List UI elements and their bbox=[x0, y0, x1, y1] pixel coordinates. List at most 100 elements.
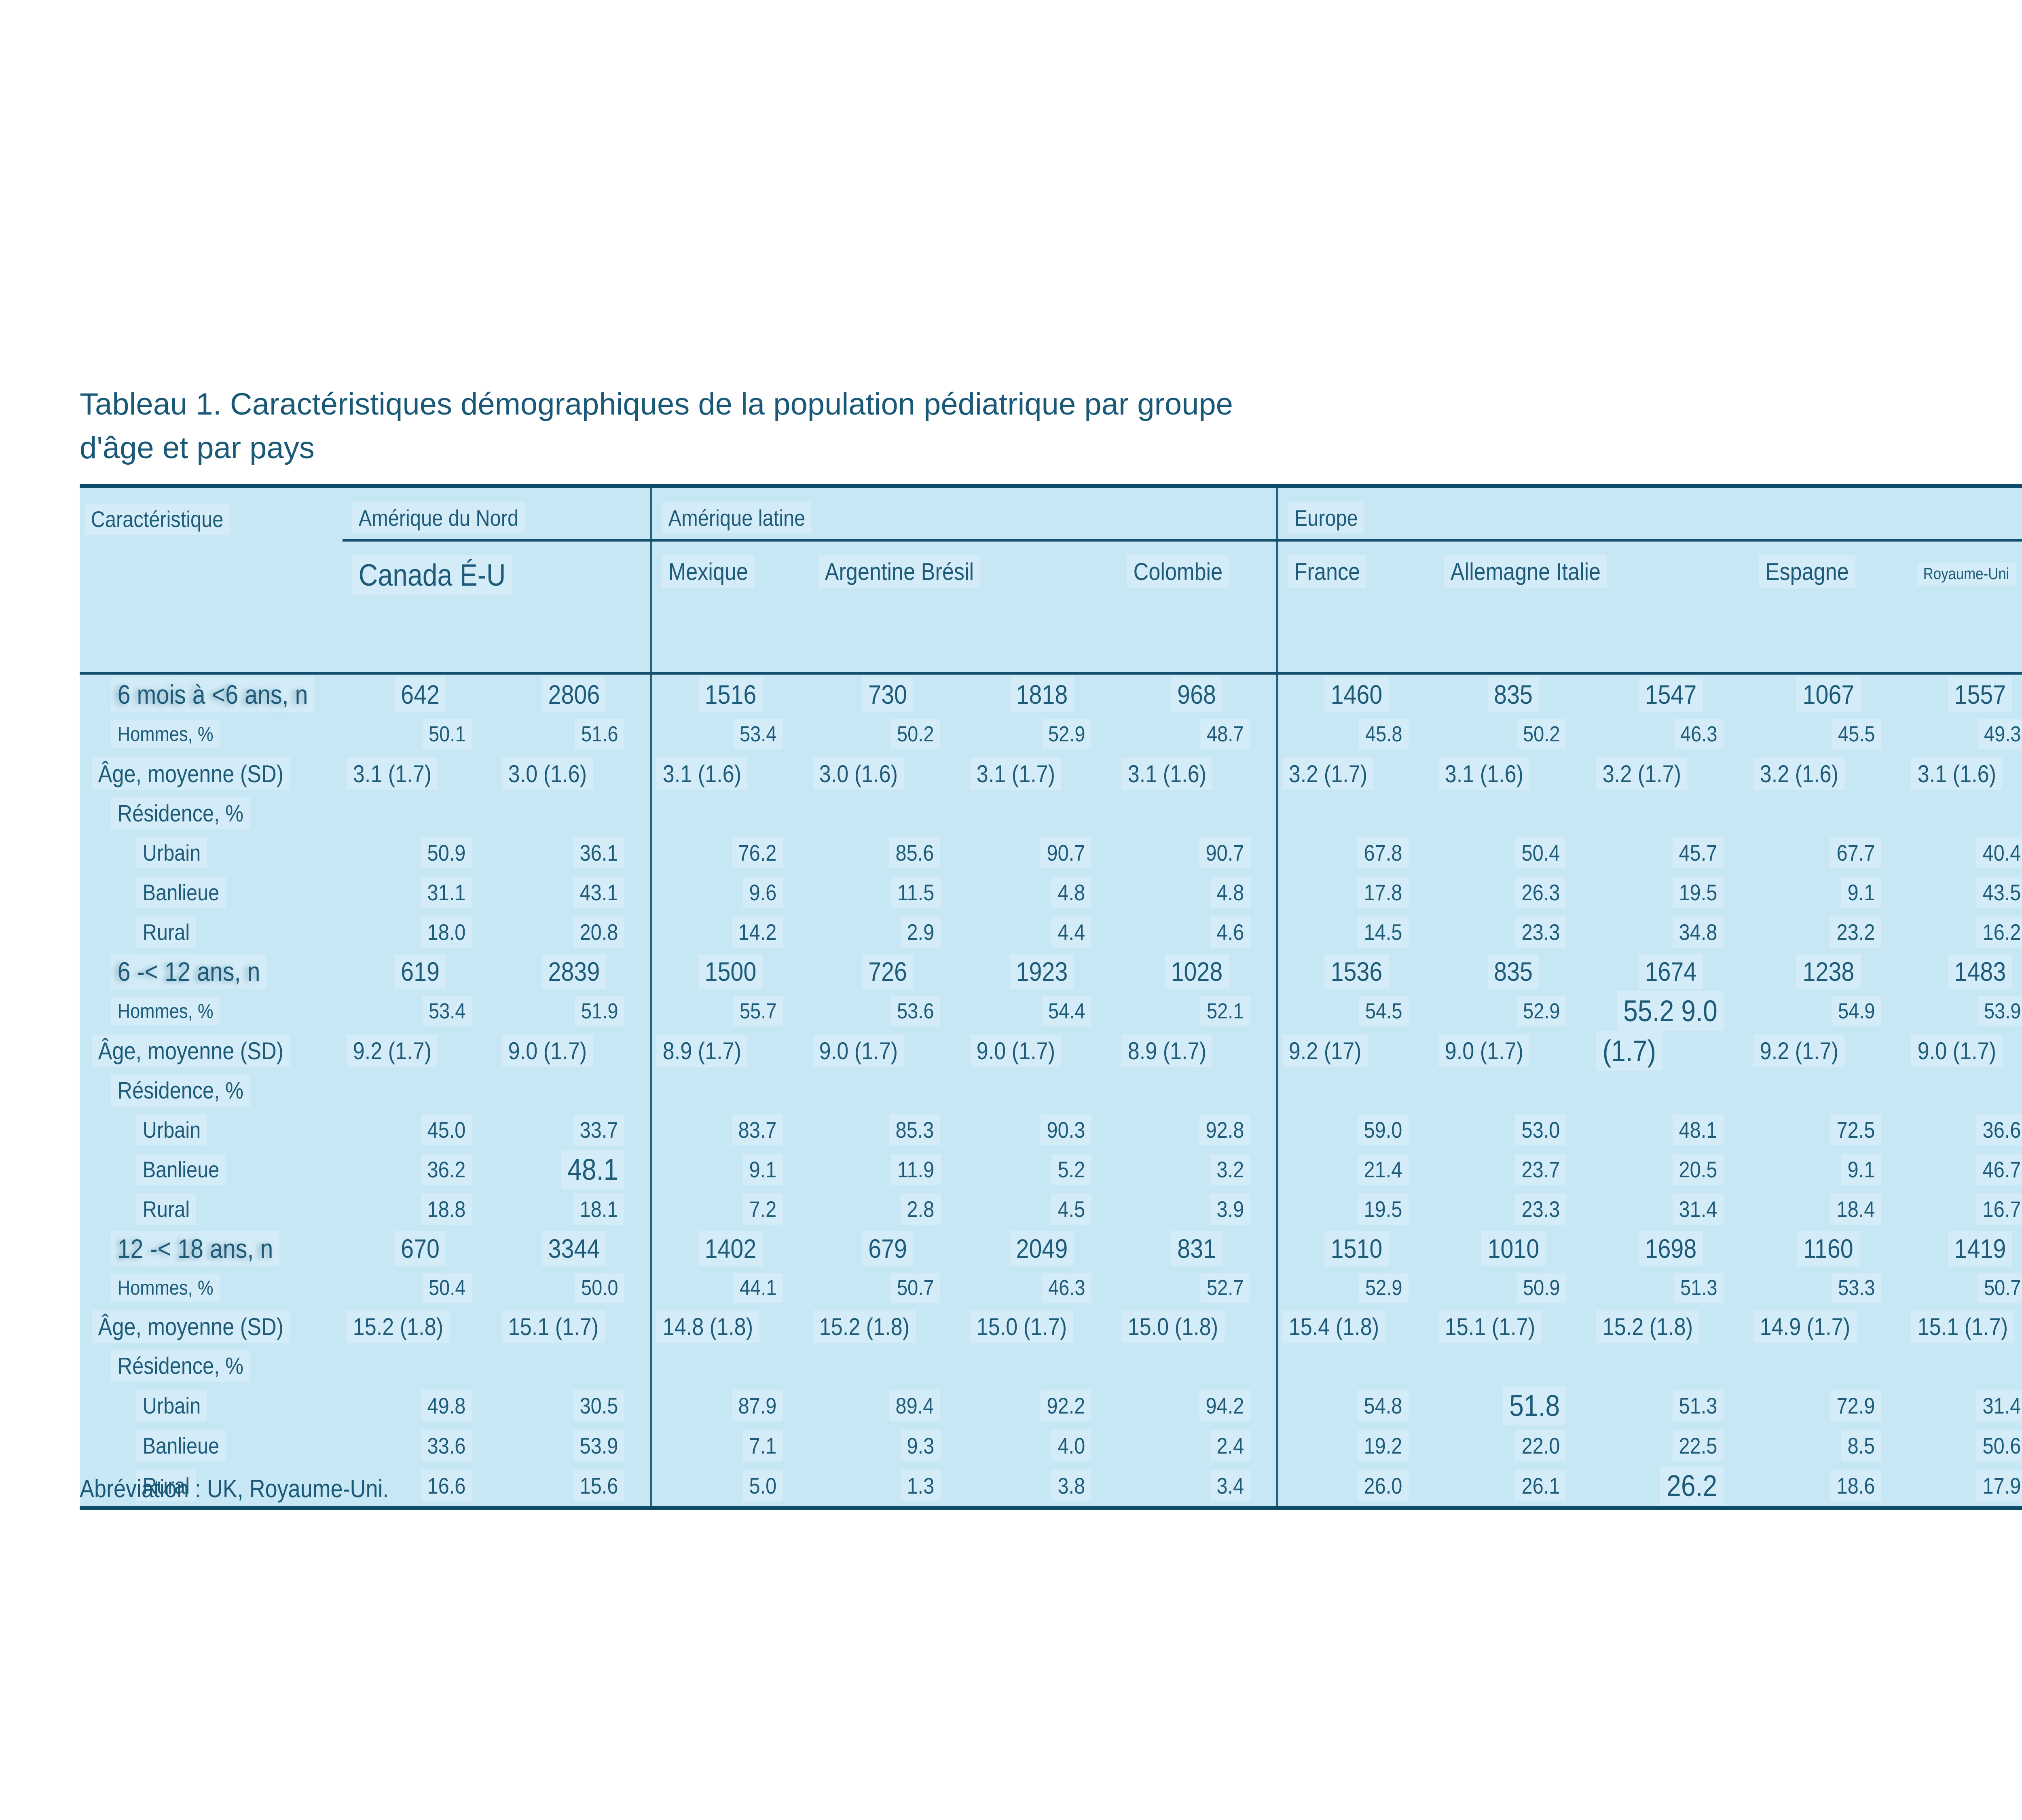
table-cell: 48.1 bbox=[498, 1149, 651, 1189]
cell-value: 26.0 bbox=[1358, 1470, 1409, 1501]
table-cell: 72.9 bbox=[1749, 1386, 1907, 1426]
table-cell: 54.4 bbox=[966, 991, 1117, 1031]
table-cell bbox=[1907, 1071, 2022, 1110]
cell-value: 50.7 bbox=[1978, 1272, 2022, 1303]
table-cell bbox=[1907, 1346, 2022, 1386]
table-cell: 52.9 bbox=[1276, 1268, 1435, 1307]
table-cell: 18.4 bbox=[1749, 1189, 1907, 1229]
table-cell: 3.0 (1.6) bbox=[498, 754, 651, 794]
table-cell: 45.5 bbox=[1749, 714, 1907, 754]
table-title: Tableau 1. Caractéristiques démographiqu… bbox=[80, 387, 1233, 465]
row-label: Hommes, % bbox=[80, 714, 343, 754]
table-cell: 31.4 bbox=[1592, 1189, 1749, 1229]
cell-value: 53.4 bbox=[733, 719, 783, 749]
table-cell: 4.8 bbox=[1117, 872, 1277, 912]
cell-value: 45.7 bbox=[1673, 837, 1724, 868]
row-label: Âge, moyenne (SD) bbox=[80, 754, 343, 794]
table-cell: 9.0 (1.7) bbox=[498, 1031, 651, 1071]
cell-value: 16.6 bbox=[421, 1470, 472, 1501]
cell-value: 9.2 (17) bbox=[1282, 1035, 1368, 1067]
table-cell: 16.7 bbox=[1907, 1189, 2022, 1229]
table-cell: 36.2 bbox=[343, 1149, 498, 1189]
table-cell: 8.9 (1.7) bbox=[650, 1031, 809, 1071]
table-cell: 83.7 bbox=[650, 1110, 809, 1149]
table-cell: 33.7 bbox=[498, 1110, 651, 1149]
country-header: Argentine Brésil bbox=[808, 540, 1118, 675]
table-cell: 14.5 bbox=[1276, 912, 1435, 952]
cell-value: 642 bbox=[394, 676, 446, 712]
table-cell bbox=[1276, 794, 1435, 833]
table-cell: 9.0 (1.7) bbox=[966, 1031, 1117, 1071]
cell-value: 36.1 bbox=[573, 837, 625, 868]
table-row: Hommes, % 50.1 51.6 53.4 50.2 52.9 48.7 45.8 50.… bbox=[80, 714, 2022, 754]
row-label: Hommes, % bbox=[80, 1268, 343, 1307]
group-header: Europe bbox=[1276, 486, 2022, 542]
table-cell: 9.0 (1.7) bbox=[1434, 1031, 1592, 1071]
cell-value: 730 bbox=[862, 676, 914, 712]
country-header: France bbox=[1276, 540, 1435, 675]
table-cell: 19.5 bbox=[1276, 1189, 1435, 1229]
table-cell: 19.5 bbox=[1592, 872, 1749, 912]
cell-value: 23.2 bbox=[1830, 916, 1881, 948]
table-cell bbox=[343, 1346, 498, 1386]
cell-value: 2.4 bbox=[1210, 1430, 1250, 1461]
cell-value: 9.1 bbox=[742, 1154, 783, 1185]
cell-value: 46.3 bbox=[1042, 1272, 1092, 1303]
cell-value: 19.5 bbox=[1358, 1194, 1409, 1225]
cell-value: 1536 bbox=[1324, 953, 1389, 989]
row-label: 12 -< 18 ans, n bbox=[80, 1229, 343, 1268]
table-row: Résidence, % bbox=[80, 794, 2022, 833]
table-cell: 50.7 bbox=[809, 1268, 966, 1307]
table-cell: 50.9 bbox=[1434, 1268, 1592, 1307]
table-cell: 9.3 bbox=[809, 1426, 966, 1466]
cell-value: 31.4 bbox=[1976, 1390, 2022, 1421]
cell-value: 1402 bbox=[698, 1230, 763, 1266]
cell-value: 76.2 bbox=[732, 837, 783, 868]
table-cell: 15.1 (1.7) bbox=[1907, 1307, 2022, 1346]
table-cell: 9.0 (1.7) bbox=[809, 1031, 966, 1071]
table-cell: 26.3 bbox=[1434, 872, 1592, 912]
table-cell: 67.8 bbox=[1276, 833, 1435, 872]
table-cell: 49.8 bbox=[343, 1386, 498, 1426]
table-cell: 15.1 (1.7) bbox=[1434, 1307, 1592, 1346]
cell-value: 1510 bbox=[1324, 1230, 1389, 1266]
cell-value: Royaume-Uni bbox=[1916, 563, 2016, 586]
table-cell: 1516 bbox=[650, 673, 809, 714]
demographics-table: Caractéristique Amérique du Nord Amérique… bbox=[80, 484, 2022, 1510]
table-cell: 23.3 bbox=[1434, 912, 1592, 952]
cell-value: 3.1 (1.7) bbox=[970, 758, 1062, 790]
cell-value: 16.2 bbox=[1976, 916, 2022, 948]
table-cell bbox=[1117, 1346, 1277, 1386]
cell-value: 670 bbox=[394, 1230, 446, 1266]
cell-value: 3.1 (1.6) bbox=[1911, 758, 2003, 790]
table-cell: 1067 bbox=[1749, 673, 1907, 714]
cell-value: Urbain bbox=[136, 1390, 207, 1421]
table-cell: 835 bbox=[1434, 952, 1592, 991]
header-row-countries: Canada É-U Mexique Argentine Brésil Colombi… bbox=[80, 540, 2022, 675]
table-cell: 3.1 (1.7) bbox=[343, 754, 498, 794]
cell-value: 2.9 bbox=[900, 916, 941, 948]
cell-value: Hommes, % bbox=[111, 720, 220, 748]
table-cell: 9.1 bbox=[650, 1149, 809, 1189]
cell-value: 3.0 (1.6) bbox=[502, 758, 593, 790]
table-cell: 50.9 bbox=[343, 833, 498, 872]
cell-value: 1516 bbox=[698, 676, 763, 712]
table-cell: 2.4 bbox=[1117, 1426, 1277, 1466]
table-cell: 4.6 bbox=[1117, 912, 1277, 952]
table-cell: 3.2 (1.7) bbox=[1592, 754, 1749, 794]
table-cell: 3.1 (1.6) bbox=[1117, 754, 1277, 794]
cell-value: 50.6 bbox=[1976, 1430, 2022, 1461]
cell-value: 968 bbox=[1171, 676, 1223, 712]
table-cell bbox=[650, 1071, 809, 1110]
table-cell: 50.2 bbox=[1434, 714, 1592, 754]
row-label: Banlieue bbox=[80, 1149, 343, 1189]
table-cell: 642 bbox=[343, 673, 498, 714]
cell-value: 1557 bbox=[1948, 676, 2012, 712]
cell-value: 50.2 bbox=[1516, 719, 1566, 749]
row-label: Urbain bbox=[80, 833, 343, 872]
row-label: Urbain bbox=[80, 1386, 343, 1426]
table-cell bbox=[1117, 1071, 1277, 1110]
table-row: Rural 18.0 20.8 14.2 2.9 4.4 4.6 14.5 23.3 34.8 23… bbox=[80, 912, 2022, 952]
cell-value: 8.9 (1.7) bbox=[1121, 1035, 1213, 1067]
table-cell: 43.5 bbox=[1907, 872, 2022, 912]
